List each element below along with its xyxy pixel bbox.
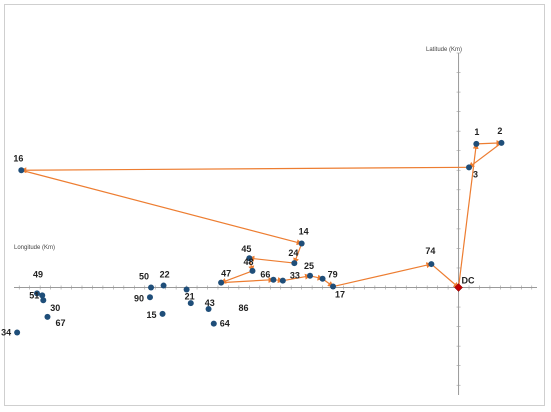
chart-frame [4, 4, 545, 406]
point-label-50: 50 [139, 272, 149, 282]
point-label-22: 22 [160, 270, 170, 280]
data-point-64 [210, 320, 217, 327]
point-label-24: 24 [288, 248, 298, 258]
point-label-66: 66 [260, 270, 270, 280]
point-label-25: 25 [304, 261, 314, 271]
data-point-22 [160, 282, 167, 289]
point-label-48: 48 [243, 257, 253, 267]
data-point-45 [246, 255, 253, 262]
data-point-66 [270, 276, 277, 283]
point-label-74: 74 [425, 246, 435, 256]
point-label-86: 86 [239, 303, 249, 313]
x-axis-title: Longitude (Km) [14, 245, 55, 251]
point-label-90: 90 [134, 293, 144, 303]
point-label-14: 14 [299, 227, 309, 237]
point-label-17: 17 [335, 290, 345, 300]
point-label-43: 43 [205, 298, 215, 308]
data-point-24 [291, 260, 298, 267]
route-segment [21, 169, 303, 246]
axes [14, 52, 537, 395]
data-point-43 [187, 300, 194, 307]
data-point-30 [40, 297, 47, 304]
data-point-48 [249, 267, 256, 274]
route-segment [282, 273, 312, 282]
point-label-30: 30 [50, 303, 60, 313]
point-label-64: 64 [220, 319, 230, 329]
point-label-3: 3 [473, 169, 478, 179]
depot-label: DC [462, 276, 475, 286]
point-label-21: 21 [185, 291, 195, 301]
route-segment [430, 263, 460, 289]
data-point-34 [14, 329, 21, 336]
route-lines [20, 140, 503, 289]
route-segment [248, 255, 295, 264]
point-label-79: 79 [328, 270, 338, 280]
data-point-51 [39, 292, 46, 299]
data-point-90 [146, 294, 153, 301]
route-segment [221, 276, 275, 284]
route-segment [293, 243, 303, 265]
point-label-2: 2 [497, 126, 502, 136]
data-points [14, 139, 505, 336]
point-label-47: 47 [221, 269, 231, 279]
route-segment [20, 166, 470, 174]
data-point-2 [498, 139, 505, 146]
data-point-3 [466, 164, 473, 171]
data-point-15 [159, 310, 166, 317]
data-point-86 [205, 306, 212, 313]
point-label-16: 16 [13, 153, 23, 163]
route-segment [476, 140, 503, 147]
data-point-1 [473, 140, 480, 147]
point-label-45: 45 [241, 244, 251, 254]
point-label-33: 33 [290, 271, 300, 281]
route-segment [332, 262, 433, 288]
point-label-1: 1 [474, 127, 479, 137]
point-label-34: 34 [1, 327, 11, 337]
route-segment [468, 142, 502, 168]
depot-marker [454, 283, 463, 292]
data-point-21 [183, 286, 190, 293]
data-point-74 [428, 261, 435, 268]
data-point-25 [307, 272, 314, 279]
data-point-67 [44, 313, 51, 320]
data-point-33 [279, 277, 286, 284]
data-point-16 [18, 167, 25, 174]
route-segment [220, 270, 253, 284]
point-label-49: 49 [33, 269, 43, 279]
data-point-17 [330, 283, 337, 290]
data-point-14 [298, 240, 305, 247]
point-label-15: 15 [147, 310, 157, 320]
data-point-47 [218, 279, 225, 286]
point-label-51: 51 [29, 290, 39, 300]
point-label-67: 67 [55, 318, 65, 328]
point-labels: 1 2 3 16 14 45 24 48 47 66 33 25 79 17 74 50 22 21 43 90 86 1… [1, 126, 502, 338]
y-axis-title: Latitude (Km) [426, 47, 462, 53]
data-point-49 [34, 290, 41, 297]
data-point-50 [148, 284, 155, 291]
data-point-79 [319, 275, 326, 282]
